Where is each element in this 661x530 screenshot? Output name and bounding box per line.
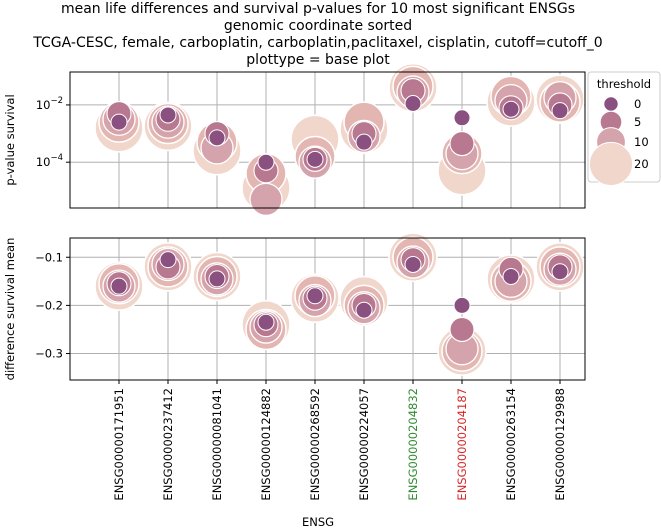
legend-label-20: 20	[634, 157, 649, 171]
bottom-point-ENSG00000124882-t0	[257, 313, 275, 331]
x-tick-label-ENSG00000171951: ENSG00000171951	[112, 388, 126, 501]
bottom-point-ENSG00000224057-t0	[355, 301, 373, 319]
x-tick-label-ENSG00000268592: ENSG00000268592	[308, 388, 322, 501]
legend-label-10: 10	[634, 135, 649, 149]
bottom-y-tick-label: −0.3	[35, 347, 63, 361]
x-tick-label-ENSG00000129988: ENSG00000129988	[553, 388, 567, 501]
chart-title: mean life differences and survival p-val…	[32, 1, 602, 68]
bottom-point-ENSG00000237412-t0	[159, 251, 177, 269]
top-point-ENSG00000081041-t0	[208, 129, 226, 147]
top-point-ENSG00000224057-t0	[355, 133, 373, 151]
top-y-tick-label: 10−2	[36, 96, 63, 112]
legend-marker-20	[588, 141, 634, 187]
bottom-point-ENSG00000204187-t0	[453, 296, 471, 314]
bottom-y-axis-label: difference survival mean	[3, 238, 17, 381]
top-point-ENSG00000171951-t0	[110, 113, 128, 131]
bottom-point-ENSG00000204832-t0	[404, 255, 422, 273]
top-axes-frame	[69, 71, 586, 209]
bottom-y-tick-label: −0.1	[35, 250, 63, 264]
bottom-y-tick-label: −0.2	[35, 298, 63, 312]
bottom-point-ENSG00000129988-t0	[551, 263, 569, 281]
bottom-point-ENSG00000171951-t0	[110, 277, 128, 295]
bottom-point-ENSG00000268592-t0	[306, 287, 324, 305]
bottom-axes-frame	[69, 237, 586, 381]
title-line-3: TCGA-CESC, female, carboplatin, carbopla…	[32, 35, 602, 51]
x-tick-label-ENSG00000204187: ENSG00000204187	[455, 388, 469, 501]
x-tick-label-ENSG00000124882: ENSG00000124882	[259, 388, 273, 501]
x-axis: ENSG00000171951 ENSG00000237412 ENSG000000…	[112, 380, 567, 501]
bottom-point-ENSG00000081041-t0	[208, 270, 226, 288]
top-point-ENSG00000268592-t0	[306, 150, 324, 168]
x-tick-label-ENSG00000081041: ENSG00000081041	[210, 388, 224, 501]
top-point-ENSG00000237412-t0	[159, 106, 177, 124]
title-line-4: plottype = base plot	[246, 52, 390, 68]
top-panel: 10−2 10−4	[36, 62, 586, 217]
x-tick-label-ENSG00000237412: ENSG00000237412	[161, 388, 175, 501]
title-line-2: genomic coordinate sorted	[224, 18, 412, 34]
top-y-tick-label: 10−4	[36, 153, 63, 169]
top-point-ENSG00000263154-t0	[502, 100, 520, 118]
legend-label-5: 5	[634, 115, 641, 129]
legend-marker-0	[603, 96, 619, 112]
x-tick-label-ENSG00000204832: ENSG00000204832	[406, 388, 420, 501]
legend: threshold 0 5 10 20	[587, 71, 661, 187]
bottom-panel: −0.1 −0.2 −0.3	[35, 232, 586, 381]
legend-label-0: 0	[634, 97, 641, 111]
top-point-ENSG00000204832-t0	[404, 94, 422, 112]
bottom-point-ENSG00000204187-t5	[449, 316, 475, 343]
top-point-ENSG00000124882-t0	[257, 153, 275, 171]
top-y-axis-label: p-value survival	[3, 94, 17, 185]
title-line-1: mean life differences and survival p-val…	[61, 1, 575, 17]
x-tick-label-ENSG00000263154: ENSG00000263154	[504, 388, 518, 501]
legend-title: threshold	[597, 77, 651, 91]
top-point-ENSG00000204187-t5	[449, 131, 475, 157]
top-point-ENSG00000124882-t10	[249, 182, 283, 217]
x-axis-label: ENSG	[302, 515, 334, 529]
bottom-point-ENSG00000263154-t0	[502, 268, 520, 286]
x-tick-label-ENSG00000224057: ENSG00000224057	[357, 388, 371, 501]
top-point-ENSG00000129988-t0	[551, 102, 569, 120]
top-point-ENSG00000204187-t0	[453, 109, 471, 127]
